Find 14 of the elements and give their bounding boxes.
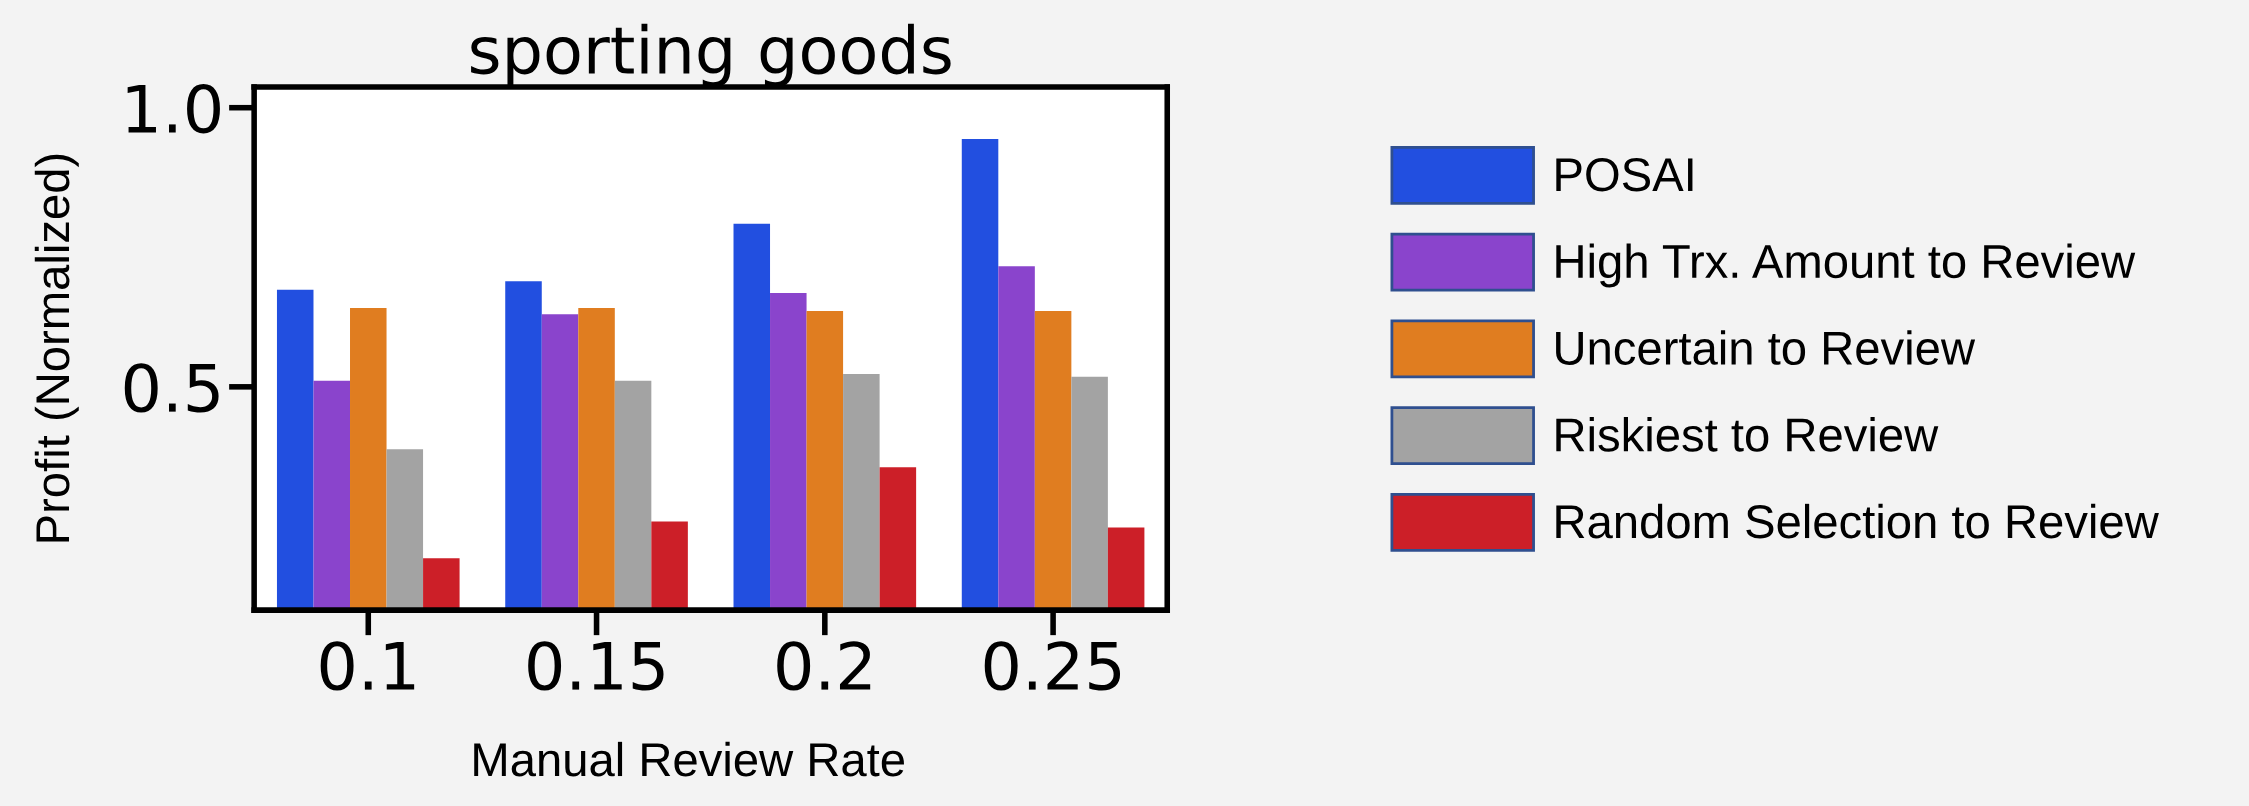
x-axis-title: Manual Review Rate xyxy=(474,741,904,777)
legend-label: POSAI xyxy=(1556,157,1693,192)
legend-label: Riskiest to Review xyxy=(1556,417,1939,452)
y-tick-label: 1.0 xyxy=(127,84,220,134)
x-tick-label: 0.2 xyxy=(777,641,871,691)
legend-label: Random Selection to Review xyxy=(1556,503,2159,539)
chart-title: sporting goods xyxy=(471,23,951,88)
x-tick-label: 0.15 xyxy=(528,641,664,691)
legend-label: Uncertain to Review xyxy=(1556,330,1976,365)
y-axis-title: Profit (Normalized) xyxy=(34,154,79,542)
legend-label: High Trx. Amount to Review xyxy=(1556,243,2136,288)
x-tick-label: 0.25 xyxy=(984,641,1121,691)
x-tick-label: 0.1 xyxy=(320,641,415,691)
y-tick-label: 0.5 xyxy=(124,363,219,413)
